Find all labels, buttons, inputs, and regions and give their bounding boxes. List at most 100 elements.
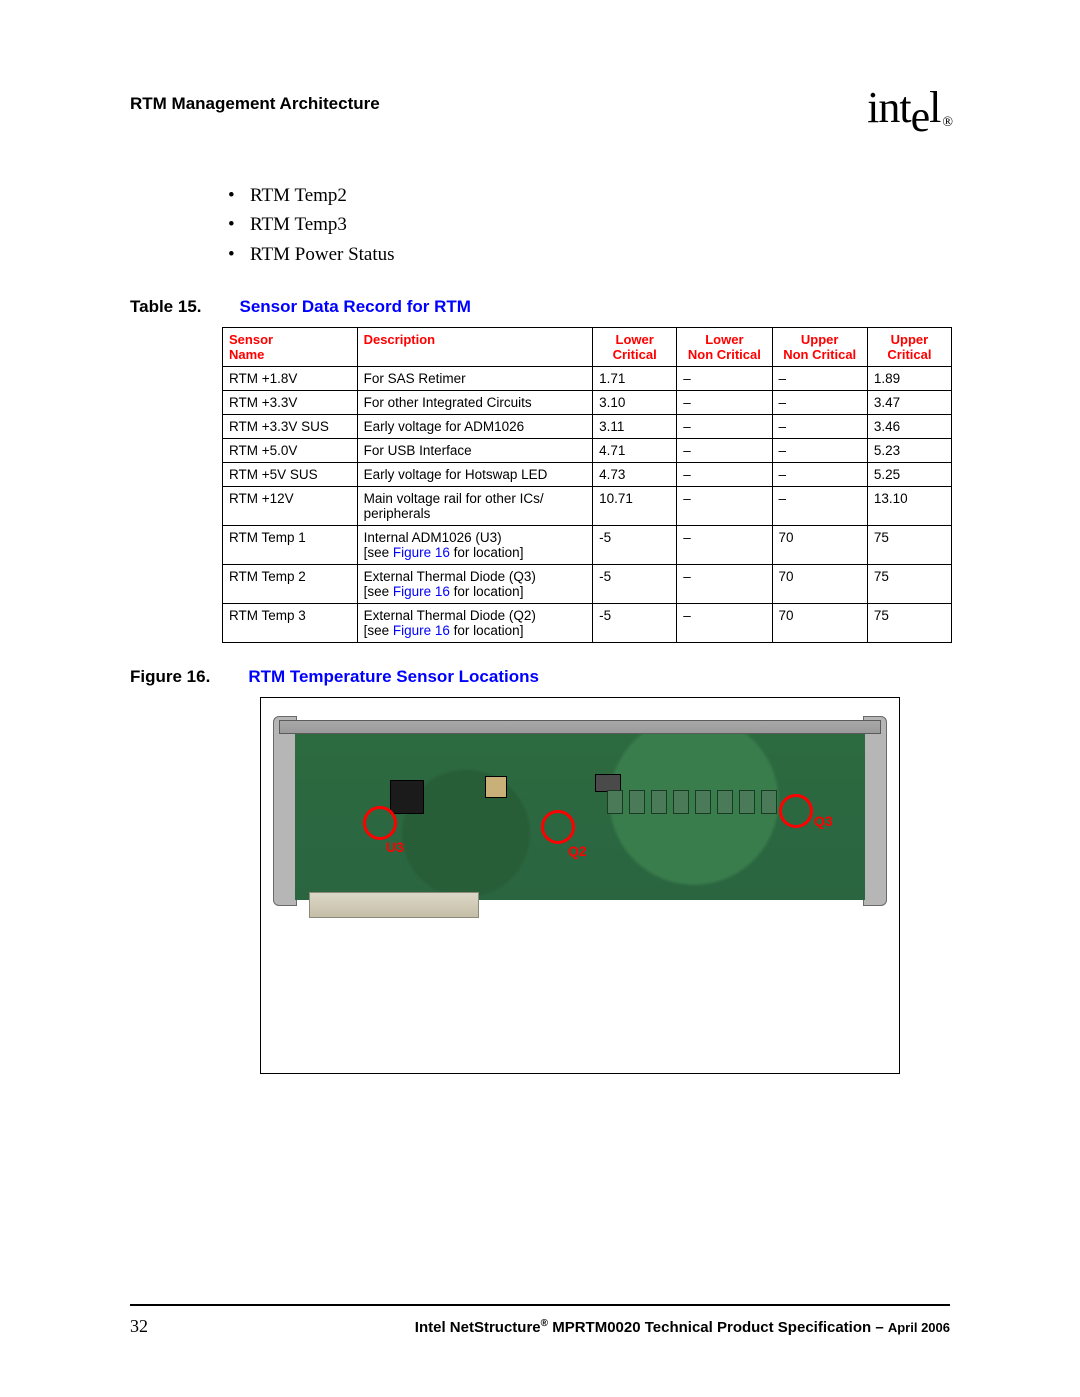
table-header-cell: UpperCritical <box>867 328 951 367</box>
cell-upper-non-critical: – <box>772 439 867 463</box>
figure-caption: Figure 16. RTM Temperature Sensor Locatio… <box>130 667 950 687</box>
table-header-row: SensorNameDescriptionLowerCriticalLowerN… <box>223 328 952 367</box>
cell-lower-non-critical: – <box>677 463 772 487</box>
faceplate <box>279 720 881 734</box>
cell-sensor-name: RTM Temp 1 <box>223 526 358 565</box>
page-number: 32 <box>130 1316 148 1337</box>
cell-lower-non-critical: – <box>677 526 772 565</box>
cell-lower-non-critical: – <box>677 415 772 439</box>
cell-lower-critical: 4.73 <box>593 463 677 487</box>
cell-lower-non-critical: – <box>677 391 772 415</box>
table-header-cell: Description <box>357 328 593 367</box>
cell-description: External Thermal Diode (Q3)[see Figure 1… <box>357 565 593 604</box>
sensor-location-label: U3 <box>386 839 404 855</box>
cell-upper-critical: 5.25 <box>867 463 951 487</box>
bracket-left <box>273 716 297 906</box>
chip-icon <box>485 776 507 798</box>
cell-upper-non-critical: – <box>772 487 867 526</box>
table-header-cell: LowerCritical <box>593 328 677 367</box>
cell-description: For SAS Retimer <box>357 367 593 391</box>
cell-description: For USB Interface <box>357 439 593 463</box>
caption-label: Figure 16. <box>130 667 210 686</box>
cell-sensor-name: RTM +5.0V <box>223 439 358 463</box>
caption-title: RTM Temperature Sensor Locations <box>248 667 539 686</box>
cell-description: Early voltage for ADM1026 <box>357 415 593 439</box>
sensor-location-label: Q3 <box>814 813 833 829</box>
table-header-cell: LowerNon Critical <box>677 328 772 367</box>
list-item: RTM Temp2 <box>228 181 950 210</box>
cell-description: Early voltage for Hotswap LED <box>357 463 593 487</box>
sensor-location-marker: Q3 <box>779 794 813 828</box>
section-title: RTM Management Architecture <box>130 82 380 114</box>
pcb-component-icon <box>761 790 777 814</box>
footer-text: Intel NetStructure® MPRTM0020 Technical … <box>415 1318 950 1336</box>
caption-title: Sensor Data Record for RTM <box>240 297 471 316</box>
table-row: RTM +3.3V SUSEarly voltage for ADM1026 3.… <box>223 415 952 439</box>
cell-upper-non-critical: 70 <box>772 565 867 604</box>
cell-sensor-name: RTM +12V <box>223 487 358 526</box>
cell-sensor-name: RTM +3.3V SUS <box>223 415 358 439</box>
pcb-board: U3 Q2 Q3 <box>295 734 865 900</box>
sensor-location-label: Q2 <box>568 843 587 859</box>
cell-lower-non-critical: – <box>677 604 772 643</box>
cell-upper-critical: 3.47 <box>867 391 951 415</box>
cell-lower-critical: 1.71 <box>593 367 677 391</box>
cell-lower-critical: -5 <box>593 526 677 565</box>
bracket-right <box>863 716 887 906</box>
cell-lower-critical: 3.10 <box>593 391 677 415</box>
figure-ref-link[interactable]: Figure 16 <box>393 584 450 599</box>
table-row: RTM +5.0VFor USB Interface4.71––5.23 <box>223 439 952 463</box>
pcb-component-icon <box>673 790 689 814</box>
cell-upper-non-critical: – <box>772 391 867 415</box>
cell-upper-non-critical: – <box>772 367 867 391</box>
pcb-component-icon <box>695 790 711 814</box>
connector-strip <box>309 892 479 918</box>
cell-upper-critical: 75 <box>867 565 951 604</box>
cell-sensor-name: RTM +1.8V <box>223 367 358 391</box>
table-header-cell: UpperNon Critical <box>772 328 867 367</box>
pcb-component-icon <box>651 790 667 814</box>
table-row: RTM +12VMain voltage rail for other ICs/… <box>223 487 952 526</box>
table-row: RTM +3.3VFor other Integrated Circuits3.… <box>223 391 952 415</box>
cell-lower-critical: -5 <box>593 604 677 643</box>
figure-box: U3 Q2 Q3 <box>260 697 900 1074</box>
cell-lower-critical: 10.71 <box>593 487 677 526</box>
table-caption: Table 15. Sensor Data Record for RTM <box>130 297 950 317</box>
table-row: RTM +5V SUSEarly voltage for Hotswap LED… <box>223 463 952 487</box>
cell-upper-critical: 3.46 <box>867 415 951 439</box>
sensor-table: SensorNameDescriptionLowerCriticalLowerN… <box>222 327 952 643</box>
figure-ref-link[interactable]: Figure 16 <box>393 623 450 638</box>
cell-sensor-name: RTM Temp 2 <box>223 565 358 604</box>
page-header: RTM Management Architecture intel® <box>130 82 950 133</box>
chip-icon <box>390 780 424 814</box>
cell-upper-critical: 13.10 <box>867 487 951 526</box>
cell-upper-non-critical: 70 <box>772 604 867 643</box>
table-row: RTM Temp 1Internal ADM1026 (U3)[see Figu… <box>223 526 952 565</box>
cell-upper-critical: 75 <box>867 604 951 643</box>
list-item: RTM Temp3 <box>228 210 950 239</box>
table-row: RTM Temp 2External Thermal Diode (Q3)[se… <box>223 565 952 604</box>
cell-lower-critical: 4.71 <box>593 439 677 463</box>
cell-sensor-name: RTM Temp 3 <box>223 604 358 643</box>
sensor-location-marker: Q2 <box>541 810 575 844</box>
cell-description: Internal ADM1026 (U3)[see Figure 16 for … <box>357 526 593 565</box>
pcb-component-icon <box>739 790 755 814</box>
cell-sensor-name: RTM +3.3V <box>223 391 358 415</box>
cell-upper-non-critical: – <box>772 463 867 487</box>
cell-description: External Thermal Diode (Q2)[see Figure 1… <box>357 604 593 643</box>
sensor-location-marker: U3 <box>363 806 397 840</box>
cell-lower-non-critical: – <box>677 487 772 526</box>
cell-lower-critical: -5 <box>593 565 677 604</box>
list-item: RTM Power Status <box>228 240 950 269</box>
page-footer: 32 Intel NetStructure® MPRTM0020 Technic… <box>130 1304 950 1337</box>
cell-sensor-name: RTM +5V SUS <box>223 463 358 487</box>
bullet-list: RTM Temp2 RTM Temp3 RTM Power Status <box>228 181 950 269</box>
cell-lower-non-critical: – <box>677 367 772 391</box>
cell-upper-critical: 5.23 <box>867 439 951 463</box>
caption-label: Table 15. <box>130 297 202 316</box>
pcb-component-icon <box>717 790 733 814</box>
cell-upper-non-critical: – <box>772 415 867 439</box>
figure-ref-link[interactable]: Figure 16 <box>393 545 450 560</box>
cell-upper-critical: 1.89 <box>867 367 951 391</box>
pcb-component-icon <box>607 790 623 814</box>
